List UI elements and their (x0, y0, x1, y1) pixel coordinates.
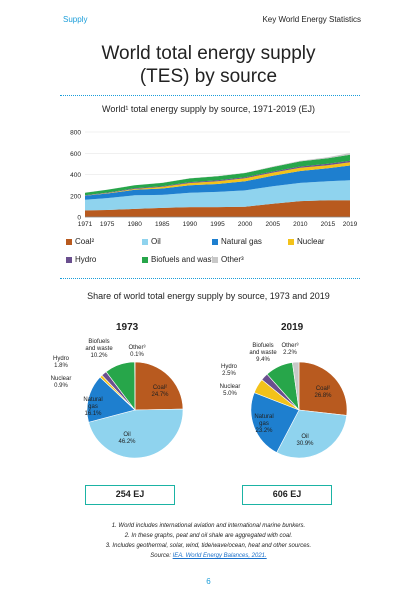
area-chart: 0 200 400 600 800 1971 1975 1980 1985 1990 1995 200… (70, 130, 358, 229)
legend-label-biofuels: Biofuels and waste (151, 255, 219, 264)
pie-slice-label: Coal² 26.8% (314, 386, 332, 399)
title-divider (60, 95, 360, 96)
area-chart-title: World¹ total energy supply by source, 19… (102, 104, 315, 114)
pie-slice-0 (298, 361, 348, 416)
source-prefix: Source: (150, 553, 173, 559)
area-series-1 (85, 180, 350, 211)
page-title-line1: World total energy supply (101, 43, 316, 64)
y-tick-label: 400 (70, 172, 81, 179)
footnotes: 1. World includes international aviation… (0, 521, 417, 561)
legend-item-oil: Oil (142, 237, 161, 246)
pie-slice-label: Coal² 24.7% (151, 385, 169, 398)
source-link[interactable]: IEA. World Energy Balances, 2021. (172, 553, 267, 559)
pie-slice-label: Natural gas 23.2% (254, 414, 273, 434)
pie-slice-1 (276, 409, 348, 459)
pie-slice-label: Nuclear 5.0% (220, 384, 241, 397)
area-series-4 (85, 160, 350, 196)
x-tick-label: 1995 (210, 221, 225, 228)
x-tick-label: 1975 (100, 221, 115, 228)
page-number: 6 (206, 577, 211, 586)
section-label: Supply (63, 15, 88, 24)
pie-2019-title: 2019 (281, 322, 304, 333)
legend-item-hydro: Hydro (66, 255, 96, 264)
publication-title: Key World Energy Statistics (262, 15, 361, 24)
pie-chart-2019: Coal² 26.8% Oil 30.9% Natural gas 23.2% Nuclear… (220, 343, 348, 459)
x-tick-label: 1971 (78, 221, 93, 228)
pie-slice-label: Other³ 2.2% (281, 343, 298, 356)
legend-label-oil: Oil (151, 237, 161, 246)
pie-slice-label: Hydro 2.5% (221, 364, 238, 377)
legend-item-biofuels: Biofuels and waste (142, 255, 218, 264)
pie-chart-1973: Coal² 24.7% Oil 46.2% Natural gas 16.1% Nuclear… (51, 339, 184, 459)
legend-swatch-oil (142, 238, 148, 245)
y-tick-label: 0 (77, 215, 81, 222)
legend-item-coal: Coal² (66, 237, 94, 246)
legend-swatch-other (212, 256, 218, 263)
legend-label-natural-gas: Natural gas (221, 237, 262, 246)
x-tick-label: 2005 (265, 221, 280, 228)
legend-label-other: Other³ (221, 255, 244, 264)
pie-slice-label: Other³ 0.1% (128, 345, 145, 358)
pie-slice-2 (86, 376, 136, 423)
page-title: World total energy supply (TES) by sourc… (0, 42, 417, 88)
pie-slice-1 (88, 408, 184, 459)
y-tick-label: 200 (70, 193, 81, 200)
section-divider (60, 278, 360, 279)
legend-label-hydro: Hydro (75, 255, 97, 264)
legend-swatch-hydro (66, 256, 72, 263)
x-tick-label: 1980 (127, 221, 142, 228)
pie-slice-2 (250, 392, 300, 453)
x-tick-label: 2019 (343, 221, 358, 228)
pie-slice-label: Nuclear 0.9% (51, 376, 72, 389)
x-tick-label: 1990 (183, 221, 198, 228)
legend-label-nuclear: Nuclear (297, 237, 325, 246)
legend-swatch-natural-gas (212, 238, 218, 245)
legend-swatch-coal (66, 238, 72, 245)
pie-slice-label: Oil 46.2% (118, 432, 136, 445)
source-line: Source: IEA. World Energy Balances, 2021… (0, 551, 417, 561)
legend-swatch-biofuels (142, 256, 148, 263)
pie-section-title: Share of world total energy supply by so… (87, 291, 330, 301)
y-tick-label: 600 (70, 151, 81, 158)
y-tick-label: 800 (70, 130, 81, 137)
x-tick-label: 1985 (155, 221, 170, 228)
pie-slice-label: Hydro 1.8% (53, 356, 70, 369)
footnote-3: 3. Includes geothermal, solar, wind, tid… (105, 543, 312, 549)
legend-label-coal: Coal² (75, 237, 95, 246)
x-tick-label: 2010 (293, 221, 308, 228)
pie-slice-6 (292, 361, 300, 411)
footnote-1: 1. World includes international aviation… (111, 523, 306, 529)
pie-slice-0 (134, 361, 184, 411)
pie-slice-label: Biofuels and waste 10.2% (85, 339, 113, 359)
page-title-line2: (TES) by source (139, 66, 278, 87)
x-tick-label: 2015 (321, 221, 336, 228)
area-series-2 (85, 165, 350, 200)
total-1973-box: 254 EJ (85, 485, 175, 505)
area-series-5 (85, 154, 350, 196)
pie-1973-title: 1973 (116, 322, 139, 333)
area-series-3 (85, 162, 350, 196)
legend-item-nuclear: Nuclear (288, 237, 325, 246)
legend-item-other: Other³ (212, 255, 244, 264)
pie-slice-label: Natural gas 16.1% (83, 397, 102, 417)
pie-slice-label: Oil 30.9% (296, 434, 314, 447)
total-2019-box: 606 EJ (242, 485, 332, 505)
x-tick-label: 2000 (238, 221, 253, 228)
footnote-2: 2. In these graphs, peat and oil shale a… (124, 533, 293, 539)
pie-slice-label: Biofuels and waste 9.4% (249, 343, 277, 363)
area-series-0 (85, 200, 350, 217)
legend-swatch-nuclear (288, 238, 294, 245)
legend-item-natural-gas: Natural gas (212, 237, 262, 246)
